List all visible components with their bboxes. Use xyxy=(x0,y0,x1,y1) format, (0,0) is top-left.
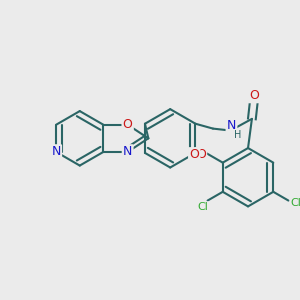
Text: N: N xyxy=(52,146,61,158)
Text: O: O xyxy=(189,148,199,161)
Text: N: N xyxy=(123,146,132,158)
Text: O: O xyxy=(196,148,206,161)
Text: Cl: Cl xyxy=(291,199,300,208)
Text: N: N xyxy=(227,119,236,132)
Text: H: H xyxy=(234,130,241,140)
Text: Cl: Cl xyxy=(197,202,208,212)
Text: O: O xyxy=(123,118,133,131)
Text: O: O xyxy=(249,89,259,102)
